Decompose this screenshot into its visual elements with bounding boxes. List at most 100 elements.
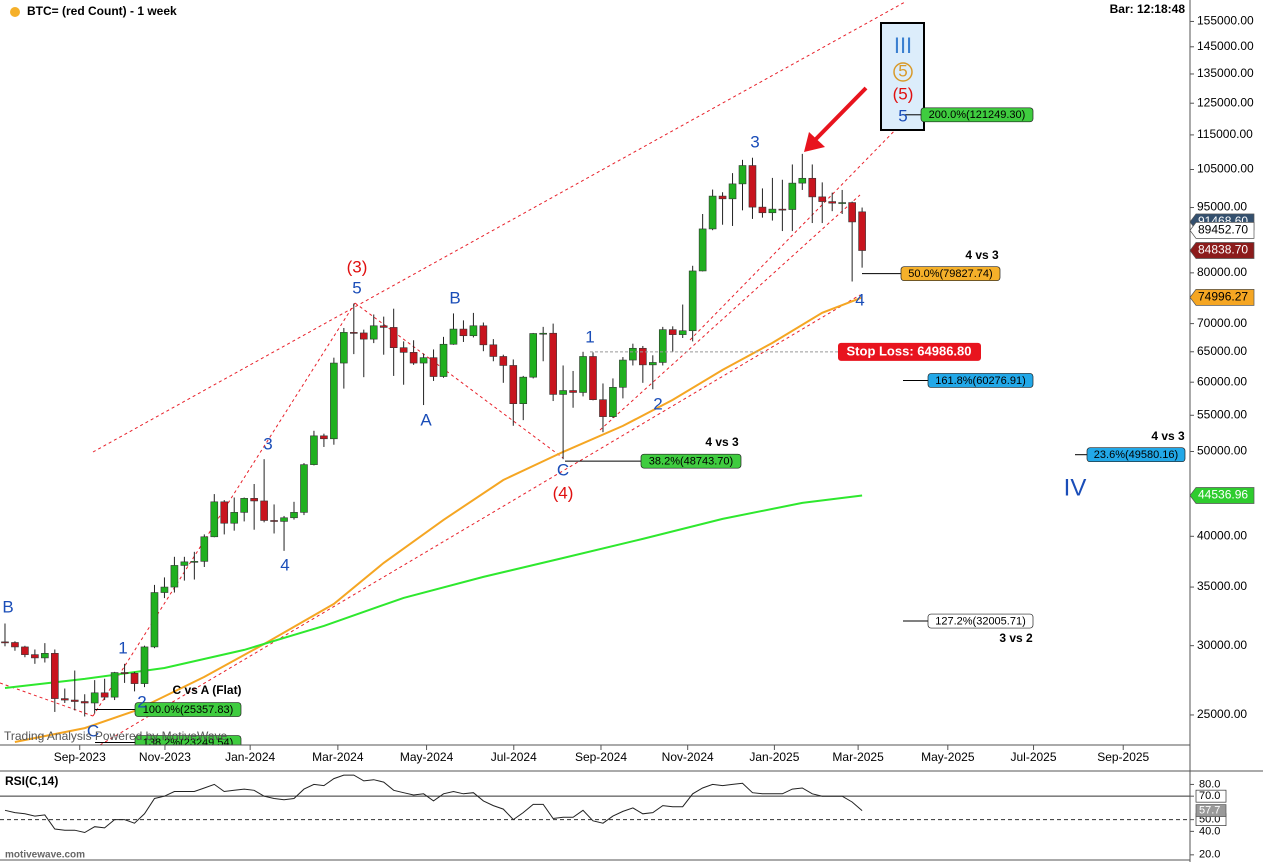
candle-body bbox=[529, 333, 538, 378]
y-tick-label: 40000.00 bbox=[1197, 528, 1247, 542]
arrow-shaft bbox=[813, 86, 868, 142]
candle-body bbox=[240, 498, 248, 513]
price-tag bbox=[1189, 487, 1255, 504]
x-tick-label: Jul-2024 bbox=[491, 750, 537, 764]
x-tick-label: Mar-2024 bbox=[312, 750, 364, 764]
candle-body bbox=[379, 325, 388, 328]
candle-body bbox=[499, 356, 508, 366]
candle-body bbox=[599, 399, 607, 417]
candle-body bbox=[658, 329, 667, 363]
fib-box bbox=[640, 453, 742, 469]
candle-body bbox=[31, 654, 39, 659]
candle-body bbox=[509, 365, 518, 404]
candle-body bbox=[280, 517, 288, 522]
candle-body bbox=[768, 208, 777, 214]
x-tick-label: Sep-2025 bbox=[1097, 750, 1149, 764]
candle-body bbox=[838, 202, 846, 204]
candle-body bbox=[110, 672, 119, 698]
candle-body bbox=[668, 329, 677, 335]
moving-average bbox=[4, 494, 863, 689]
candle-body bbox=[738, 165, 747, 185]
candle-body bbox=[609, 386, 617, 417]
y-tick-label: 145000.00 bbox=[1197, 39, 1254, 53]
candle-body bbox=[818, 196, 827, 202]
candle-body bbox=[429, 357, 438, 377]
wave-label: 3 bbox=[750, 132, 759, 151]
candle-body bbox=[678, 330, 687, 335]
wave-box bbox=[880, 22, 925, 131]
candle-body bbox=[858, 211, 866, 251]
panel-title: RSI(C,14) bbox=[5, 774, 58, 788]
price-tag bbox=[1189, 222, 1255, 239]
candle-body bbox=[639, 347, 647, 366]
candle-body bbox=[250, 498, 258, 502]
candle-body bbox=[310, 435, 318, 465]
candle-body bbox=[619, 359, 627, 388]
candle-body bbox=[51, 653, 59, 699]
candle-body bbox=[649, 362, 657, 366]
x-tick-label: May-2025 bbox=[921, 750, 975, 764]
candle-body bbox=[748, 165, 757, 208]
candle-body bbox=[848, 202, 856, 223]
candle-body bbox=[170, 565, 179, 588]
trend-line bbox=[0, 682, 94, 717]
candle-body bbox=[90, 692, 99, 704]
value-tag-label: 57.7 bbox=[1199, 805, 1220, 817]
candle-body bbox=[330, 362, 338, 440]
moving-average bbox=[14, 296, 863, 743]
candle-body bbox=[320, 435, 328, 440]
y-tick-label: 80.0 bbox=[1199, 778, 1220, 790]
candle-body bbox=[519, 376, 528, 404]
y-tick-label: 95000.00 bbox=[1197, 200, 1247, 214]
trend-lines bbox=[0, 1, 906, 745]
wave-label: 5 bbox=[898, 106, 907, 125]
y-tick-label: 115000.00 bbox=[1197, 127, 1253, 141]
wave-label: 4 vs 3 bbox=[1151, 429, 1185, 443]
fib-box bbox=[920, 107, 1034, 123]
y-tick-label: 70.0 bbox=[1199, 790, 1220, 802]
candle-body bbox=[569, 390, 577, 393]
x-tick-label: Jan-2025 bbox=[749, 750, 799, 764]
candle-body bbox=[439, 343, 448, 377]
watermark: Trading Analysis Powered by MotiveWave bbox=[4, 729, 228, 743]
y-tick-label: 80000.00 bbox=[1197, 265, 1247, 279]
trend-line bbox=[354, 302, 564, 459]
wave-label: A bbox=[420, 410, 432, 429]
candle-body bbox=[399, 347, 408, 353]
x-tick-label: Nov-2023 bbox=[139, 750, 191, 764]
wave-label: III bbox=[894, 33, 912, 58]
candle-body bbox=[479, 325, 488, 346]
candle-body bbox=[409, 352, 418, 364]
candle-body bbox=[350, 332, 358, 334]
fib-label: 161.8%(60276.91) bbox=[935, 375, 1026, 387]
candle-body bbox=[200, 536, 209, 562]
candle-body bbox=[1, 641, 9, 644]
candle-body bbox=[728, 183, 737, 200]
candle-body bbox=[389, 327, 398, 348]
x-tick-label: May-2024 bbox=[400, 750, 454, 764]
stop-loss-label: Stop Loss: 64986.80 bbox=[847, 343, 972, 358]
candle-body bbox=[449, 328, 458, 345]
candle-body bbox=[270, 520, 278, 522]
candle-body bbox=[230, 512, 239, 524]
candle-body bbox=[21, 646, 29, 655]
price-tag-label: 89452.70 bbox=[1198, 223, 1248, 237]
wave-label: 5 bbox=[352, 278, 361, 297]
wave-label: (5) bbox=[893, 84, 914, 103]
candle-body bbox=[260, 500, 268, 521]
fib-box bbox=[1086, 447, 1186, 463]
rsi-panel bbox=[0, 774, 1190, 834]
x-tick-label: Nov-2024 bbox=[662, 750, 714, 764]
candle-body bbox=[539, 332, 547, 335]
candle-body bbox=[629, 347, 637, 361]
trend-line bbox=[92, 1, 906, 453]
tick-box bbox=[1195, 789, 1227, 803]
y-tick-label: 50000.00 bbox=[1197, 444, 1247, 458]
y-tick-label: 30000.00 bbox=[1197, 638, 1247, 652]
candle-body bbox=[589, 356, 597, 400]
candle-body bbox=[190, 561, 199, 563]
fib-box bbox=[927, 373, 1034, 388]
candle-body bbox=[708, 195, 717, 230]
candle-body bbox=[778, 208, 787, 211]
